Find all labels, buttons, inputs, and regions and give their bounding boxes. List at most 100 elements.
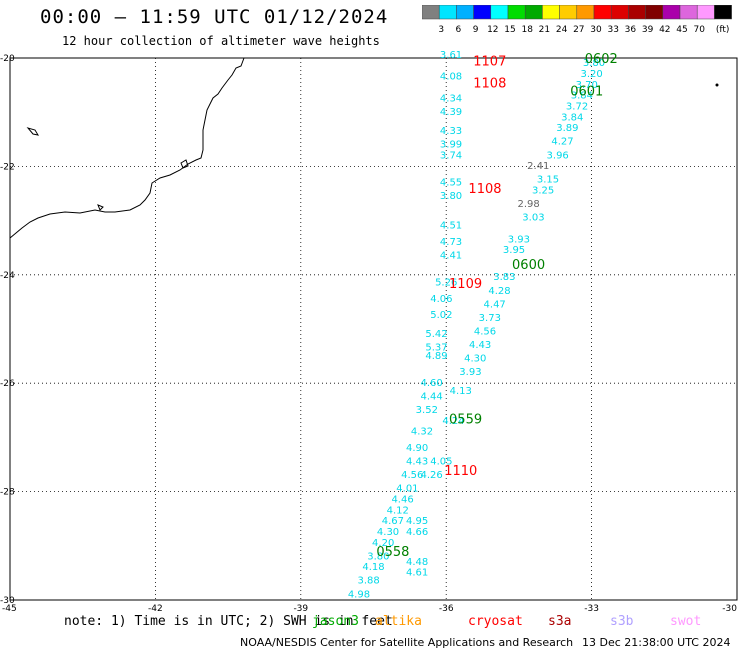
swh-point-label: 4.60 [421, 378, 443, 389]
legend-item-s3a: s3a [548, 614, 572, 629]
wave-height-points: 3.61 4.08 4.34 4.39 4.33 3.993.74 4.55 3.80 4.51… [348, 50, 605, 600]
swh-point-label: 3.80 [440, 191, 462, 202]
legend-item-jason3: jason3 [312, 614, 359, 629]
swh-point-label: 4.95 [406, 516, 428, 527]
swh-point-label: 4.33 [440, 126, 462, 137]
colorbar-swatch [714, 5, 732, 20]
swh-point-label: 4.46 [391, 494, 413, 505]
swh-point-label: 3.73 [479, 313, 501, 324]
pass-time-label: 1109 [449, 277, 482, 292]
swh-point-label: 5.37 [425, 343, 447, 354]
colorbar-label: 27 [573, 25, 584, 35]
legend-item-s3b: s3b [610, 614, 634, 629]
pass-time-label: 0602 [585, 52, 618, 67]
swh-point-label: 3.80 [583, 58, 605, 69]
swh-point-label: 3.80 [367, 551, 389, 562]
swh-point-label: 2.41 [527, 161, 549, 172]
swh-point-label: 4.56 [401, 470, 423, 481]
swh-point-label: 3.61 [440, 50, 462, 61]
longitude-labels: -45 -42 -39 -36 -33 -30 [2, 604, 737, 612]
swh-point-label: 3.83 [493, 272, 515, 283]
swh-point-label: 4.39 [440, 107, 462, 118]
swh-point-label: 4.20 [372, 538, 394, 549]
pass-time-label: 1107 [473, 55, 506, 70]
latitude-label: -26 [0, 379, 15, 389]
swh-point-label: 4.43 [469, 340, 491, 351]
latitude-label: -22 [0, 162, 15, 172]
pass-time-label: 1108 [473, 76, 506, 91]
latitude-labels: -20 -22 -24 -26 -28 -30 [0, 54, 15, 606]
footer-date: 13 Dec 21:38:00 UTC 2024 [582, 636, 731, 649]
swh-point-label: 4.28 [488, 286, 510, 297]
colorbar-legend: 3 6 9 12 15 18 21 24 27 30 33 36 39 42 45 70 (ft) [422, 5, 732, 35]
swh-point-label: 3.15 [537, 175, 559, 186]
footer-credit: NOAA/NESDIS Center for Satellite Applica… [240, 636, 574, 649]
map-title: 00:00 – 11:59 UTC 01/12/2024 [40, 6, 389, 28]
pass-time-label: 0600 [512, 258, 545, 273]
colorbar-label: 24 [556, 25, 568, 35]
swh-point-label: 4.56 [474, 326, 496, 337]
swh-point-label: 4.13 [450, 386, 472, 397]
swh-point-label: 3.95 [503, 245, 525, 256]
pass-time-label: 1110 [444, 464, 477, 479]
colorbar-label: 30 [590, 25, 602, 35]
coastal-island [180, 159, 189, 169]
swh-point-label: 4.61 [406, 568, 428, 579]
swh-point-label: 4.34 [440, 93, 462, 104]
swh-point-label: 3.20 [580, 69, 602, 80]
swh-point-label: 3.88 [358, 576, 380, 587]
ocean-island [715, 83, 719, 87]
wave-height-map: -45 -42 -39 -36 -33 -30 -20 -22 -24 -26 -28 -30 3.… [0, 50, 738, 612]
map-frame [9, 57, 738, 601]
legend-item-altika: altika [375, 614, 422, 629]
pass-time-label: 1108 [468, 182, 501, 197]
swh-point-label: 4.30 [377, 527, 399, 538]
longitude-label: -30 [722, 604, 737, 612]
colorbar-label: 45 [676, 25, 687, 35]
longitude-label: -45 [2, 604, 17, 612]
swh-point-label: 4.06 [430, 294, 452, 305]
latitude-label: -30 [0, 596, 15, 606]
colorbar-label: 21 [539, 25, 550, 35]
colorbar-unit: (ft) [716, 25, 730, 35]
swh-point-label: 3.84 [571, 91, 593, 102]
swh-point-label: 4.73 [440, 237, 462, 248]
swh-point-label: 3.03 [522, 213, 544, 224]
colorbar-label: 39 [642, 25, 654, 35]
brazil-coastline [9, 57, 245, 239]
colorbar-label: 9 [473, 25, 479, 35]
swh-point-label: 4.43 [406, 457, 428, 468]
swh-point-label: 4.26 [421, 470, 443, 481]
swh-point-label: 4.30 [464, 354, 486, 365]
swh-point-label: 5.26 [435, 278, 457, 289]
colorbar-label: 42 [659, 25, 670, 35]
map-grid [10, 58, 737, 600]
swh-point-label: 4.67 [382, 516, 404, 527]
note-text: note: 1) Time is in UTC; 2) SWH is in fe… [64, 614, 393, 629]
pass-time-label: 0601 [570, 85, 603, 100]
swh-point-label: 4.48 [406, 557, 428, 568]
swh-point-label: 3.52 [416, 405, 438, 416]
swh-point-label: 4.08 [440, 72, 462, 83]
colorbar-label: 12 [487, 25, 498, 35]
swh-point-label: 3.72 [566, 101, 588, 112]
swh-point-label: 3.84 [561, 112, 583, 123]
coastal-island [97, 204, 104, 211]
colorbar-label: 3 [438, 25, 444, 35]
pass-time-label: 0558 [376, 545, 409, 560]
swh-point-label: 4.89 [425, 351, 447, 362]
pass-time-label: 0559 [449, 412, 482, 427]
swh-point-label: 4.05 [430, 457, 452, 468]
colorbar-label: 36 [625, 25, 637, 35]
swh-point-label: 3.93 [459, 367, 481, 378]
swh-point-label: 4.44 [421, 391, 443, 402]
swh-point-label: 3.96 [547, 150, 569, 161]
swh-point-label: 4.01 [396, 484, 418, 495]
swh-point-label: 3.99 [440, 139, 462, 150]
swh-point-label: 4.41 [440, 251, 462, 262]
longitude-label: -39 [293, 604, 308, 612]
swh-point-label: 3.93 [508, 234, 530, 245]
swh-point-label: 4.55 [440, 177, 462, 188]
swh-point-label: 4.32 [411, 427, 433, 438]
swh-point-label: 4.98 [348, 589, 370, 600]
